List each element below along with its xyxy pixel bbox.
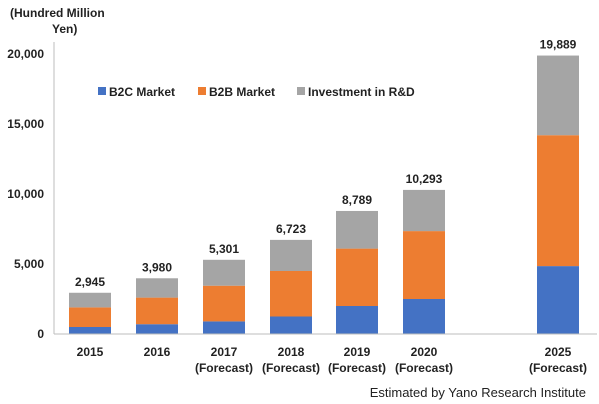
total-label: 3,980 — [142, 260, 172, 274]
legend-label: B2C Market — [109, 85, 175, 99]
bar-segment — [270, 316, 312, 334]
bar-segment — [403, 231, 445, 299]
bar-segment — [69, 292, 111, 308]
bar-segment — [270, 239, 312, 271]
total-label: 5,301 — [209, 242, 239, 256]
y-tick-label: 5,000 — [14, 257, 44, 271]
x-tick-label: 2019 (Forecast) — [328, 345, 386, 375]
bar-segment — [403, 189, 445, 232]
total-label: 8,789 — [342, 193, 372, 207]
total-label: 10,293 — [406, 172, 443, 186]
unit-label-line: Yen) — [52, 22, 77, 36]
unit-label-line: (Hundred Million — [10, 6, 105, 20]
y-axis: 0 5,000 10,000 15,000 20,000 — [7, 42, 55, 341]
legend-swatch — [198, 87, 206, 95]
bar-segment — [136, 278, 178, 298]
bar-segment — [270, 271, 312, 317]
y-tick-label: 0 — [37, 327, 44, 341]
bar-segment — [69, 307, 111, 327]
legend-swatch — [297, 87, 305, 95]
legend-label: Investment in R&D — [308, 85, 415, 99]
legend-label: B2B Market — [209, 85, 275, 99]
bar-segment — [537, 55, 579, 136]
bar-segment — [336, 210, 378, 249]
x-tick-label: 2017 (Forecast) — [195, 345, 253, 375]
bar-segment — [203, 285, 245, 322]
bar-segment — [203, 321, 245, 334]
x-tick-label: 2015 — [77, 345, 104, 359]
total-label: 2,945 — [75, 275, 105, 289]
x-tick-label: 2016 — [144, 345, 171, 359]
total-labels: 2,945 3,980 5,301 6,723 8,789 10,293 19,889 — [75, 38, 577, 289]
x-tick-label: 2018 (Forecast) — [262, 345, 320, 375]
source-note: Estimated by Yano Research Institute — [370, 385, 586, 400]
y-tick-label: 10,000 — [7, 187, 44, 201]
legend-swatch — [98, 87, 106, 95]
bar-segment — [537, 266, 579, 334]
bar-segment — [537, 135, 579, 267]
unit-label: (Hundred Million Yen) — [10, 6, 105, 36]
y-tick-label: 20,000 — [7, 47, 44, 61]
x-tick-label: 2025 (Forecast) — [529, 345, 587, 375]
legend: B2C Market B2B Market Investment in R&D — [98, 85, 415, 99]
bar-segment — [336, 248, 378, 306]
bar-segment — [69, 327, 111, 334]
bar-segment — [136, 324, 178, 334]
bar-segment — [136, 297, 178, 325]
bar-segment — [403, 299, 445, 334]
total-label: 19,889 — [540, 38, 577, 52]
bar-segment — [336, 306, 378, 334]
x-tick-label: 2020 (Forecast) — [395, 345, 453, 375]
bar-segment — [203, 259, 245, 286]
x-axis: 2015 2016 2017 (Forecast) 2018 (Forecast) 2019… — [54, 333, 597, 375]
bars — [69, 55, 579, 334]
total-label: 6,723 — [276, 222, 306, 236]
y-tick-label: 15,000 — [7, 117, 44, 131]
